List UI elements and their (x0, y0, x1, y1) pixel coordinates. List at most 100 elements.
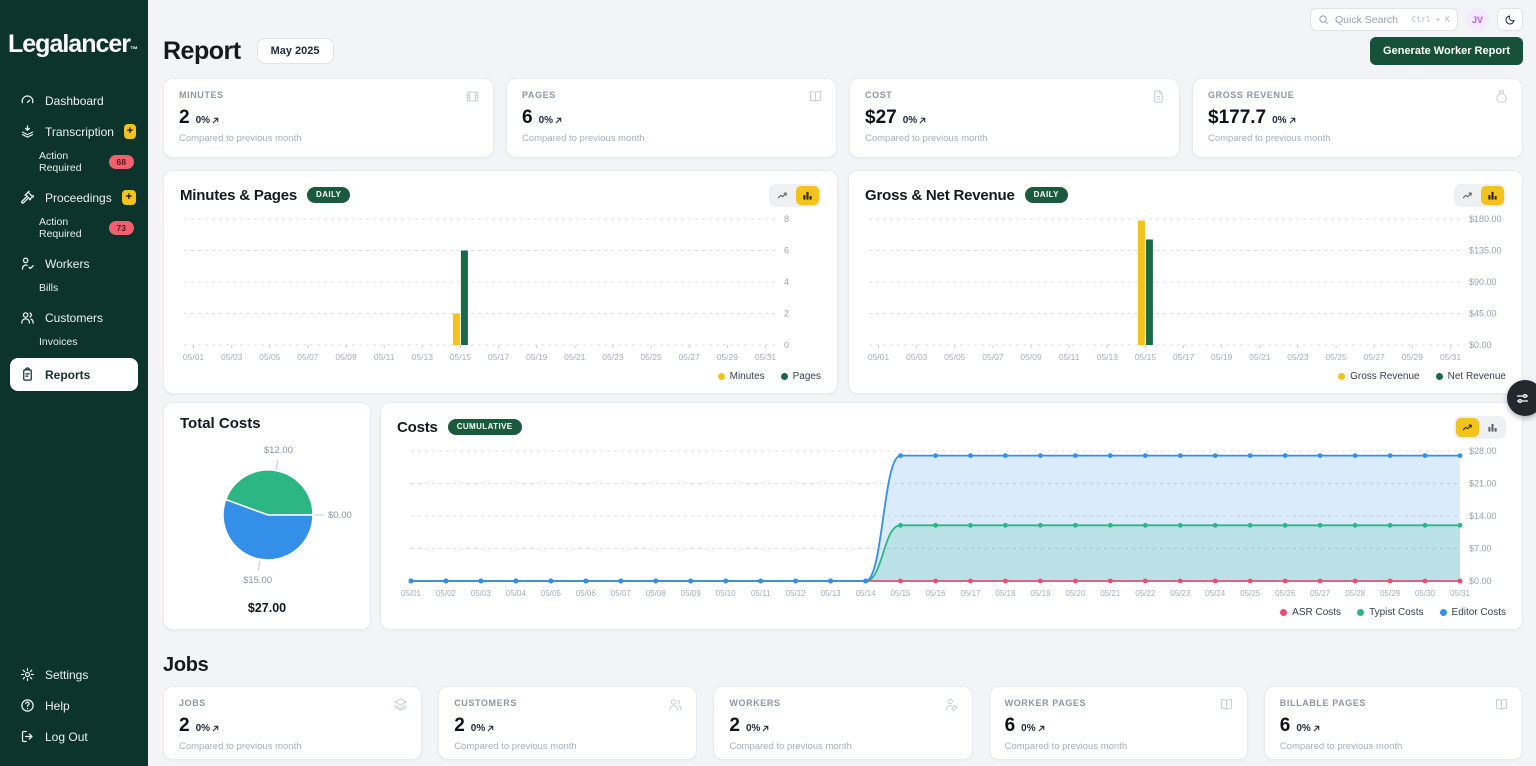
logout-icon (20, 729, 35, 744)
svg-text:05/23: 05/23 (1170, 589, 1191, 598)
book-open-icon (808, 89, 823, 104)
daily-badge: DAILY (307, 187, 351, 203)
bar-view-button[interactable] (1481, 185, 1504, 205)
transcription-action-count-badge: 68 (108, 155, 134, 169)
bar-view-button[interactable] (796, 185, 819, 205)
svg-text:05/19: 05/19 (1030, 589, 1051, 598)
sidebar-item-settings[interactable]: Settings (0, 659, 148, 690)
stat-card-worker-pages: WORKER PAGES 6 0% Compared to previous mo… (988, 686, 1248, 760)
svg-text:05/17: 05/17 (488, 352, 510, 362)
sidebar-item-transcription[interactable]: Transcription + (0, 116, 148, 147)
svg-text:8: 8 (784, 214, 789, 224)
svg-text:05/05: 05/05 (541, 589, 562, 598)
line-view-button[interactable] (1456, 186, 1479, 205)
svg-text:05/05: 05/05 (944, 352, 966, 362)
svg-text:05/31: 05/31 (755, 352, 777, 362)
bar-chart-icon (803, 191, 812, 200)
svg-text:4: 4 (784, 277, 789, 287)
charts-row: Minutes & Pages DAILY 0 2 4 6 8 05/01 05/03 05/… (163, 170, 1523, 394)
jobs-stats-row: JOBS 2 0% Compared to previous month CUST… (163, 686, 1523, 760)
line-view-button[interactable] (771, 186, 794, 205)
page-title: Report (163, 36, 241, 65)
svg-text:05/21: 05/21 (564, 352, 586, 362)
dark-mode-toggle[interactable] (1497, 8, 1523, 31)
brand-logo: Legalancer™ (8, 30, 139, 58)
legend-item: ASR Costs (1280, 607, 1341, 618)
sidebar-item-proceedings[interactable]: Proceedings + (0, 182, 148, 213)
svg-text:05/13: 05/13 (412, 352, 434, 362)
stat-card-cost: COST $27 0% Compared to previous month (849, 78, 1180, 158)
svg-text:05/22: 05/22 (1135, 589, 1156, 598)
generate-worker-report-button[interactable]: Generate Worker Report (1370, 37, 1523, 65)
quick-search[interactable]: Ctrl + K (1310, 8, 1458, 31)
add-transcription-button[interactable]: + (123, 124, 136, 139)
svg-text:05/20: 05/20 (1065, 589, 1086, 598)
users-icon (668, 697, 683, 712)
stats-row: MINUTES 2 0% Compared to previous month P… (163, 78, 1523, 158)
minutes-pages-chart-card: Minutes & Pages DAILY 0 2 4 6 8 05/01 05/03 05/… (163, 170, 838, 394)
chart-view-toggle (769, 183, 821, 207)
sidebar-nav: Dashboard Transcription + Action Require… (0, 85, 148, 659)
stat-card-billable-pages: BILLABLE PAGES 6 0% Compared to previous … (1263, 686, 1523, 760)
costs-chart: $0.00 $7.00 $14.00 $21.00 $28.00 05/01 05/02 05… (397, 441, 1506, 603)
sidebar-item-help[interactable]: Help (0, 690, 148, 721)
svg-text:05/03: 05/03 (221, 352, 243, 362)
legend-item: Gross Revenue (1338, 371, 1420, 382)
sidebar-item-workers[interactable]: Workers (0, 248, 148, 279)
add-proceeding-button[interactable]: + (121, 190, 136, 205)
sidebar-subitem-transcription-action-required[interactable]: Action Required 68 (0, 147, 148, 182)
trend-up-icon (762, 725, 769, 732)
svg-text:05/08: 05/08 (646, 589, 667, 598)
gross-net-revenue-chart: $0.00 $45.00 $90.00 $135.00 $180.00 05/01 05/0… (865, 209, 1506, 367)
sidebar-subitem-invoices[interactable]: Invoices (39, 336, 78, 348)
svg-text:05/19: 05/19 (1211, 352, 1233, 362)
sidebar-item-reports[interactable]: Reports (10, 358, 138, 391)
svg-text:05/03: 05/03 (471, 589, 492, 598)
minutes-pages-legend: Minutes Pages (180, 367, 821, 385)
svg-text:$135.00: $135.00 (1469, 246, 1502, 256)
sidebar-item-logout[interactable]: Log Out (0, 721, 148, 752)
trend-up-icon (1313, 725, 1320, 732)
book-open-icon (1219, 697, 1234, 712)
svg-text:$21.00: $21.00 (1469, 479, 1497, 489)
svg-text:05/11: 05/11 (374, 352, 395, 362)
line-chart-icon (1462, 192, 1472, 198)
jobs-section-title: Jobs (163, 654, 209, 676)
line-chart-icon (1462, 424, 1472, 430)
legend-item: Editor Costs (1439, 607, 1506, 618)
svg-text:05/29: 05/29 (1402, 352, 1424, 362)
chart-title: Total Costs (180, 415, 261, 432)
svg-text:05/15: 05/15 (890, 589, 911, 598)
sidebar-subitem-proceedings-action-required[interactable]: Action Required 73 (0, 213, 148, 248)
period-selector[interactable]: May 2025 (256, 38, 334, 64)
svg-text:05/25: 05/25 (1325, 352, 1347, 362)
sidebar-subitem-bills[interactable]: Bills (39, 282, 59, 294)
svg-text:05/07: 05/07 (611, 589, 632, 598)
svg-text:6: 6 (784, 246, 789, 256)
topbar: Ctrl + K JV (163, 0, 1523, 32)
bar-view-button[interactable] (1481, 418, 1504, 437)
line-chart-icon (777, 192, 787, 198)
user-check-icon (20, 256, 35, 271)
line-view-button[interactable] (1456, 417, 1479, 437)
svg-text:05/27: 05/27 (1310, 589, 1331, 598)
receipt-icon (1151, 89, 1166, 104)
svg-text:05/28: 05/28 (1345, 589, 1366, 598)
svg-text:05/29: 05/29 (717, 352, 739, 362)
svg-text:$90.00: $90.00 (1469, 277, 1497, 287)
svg-text:05/18: 05/18 (995, 589, 1016, 598)
daily-badge: DAILY (1024, 187, 1068, 203)
svg-text:05/02: 05/02 (436, 589, 457, 598)
sidebar-item-customers[interactable]: Customers (0, 302, 148, 333)
svg-text:05/04: 05/04 (506, 589, 527, 598)
svg-text:05/25: 05/25 (1240, 589, 1261, 598)
svg-text:05/01: 05/01 (868, 352, 890, 362)
svg-text:05/06: 05/06 (576, 589, 597, 598)
avatar[interactable]: JV (1466, 8, 1489, 31)
chart-title: Gross & Net Revenue (865, 186, 1015, 204)
floating-settings-button[interactable] (1507, 380, 1536, 416)
chart-title: Costs (397, 418, 438, 436)
search-input[interactable] (1335, 13, 1405, 26)
sidebar-item-dashboard[interactable]: Dashboard (0, 85, 148, 116)
gauge-icon (20, 93, 35, 108)
